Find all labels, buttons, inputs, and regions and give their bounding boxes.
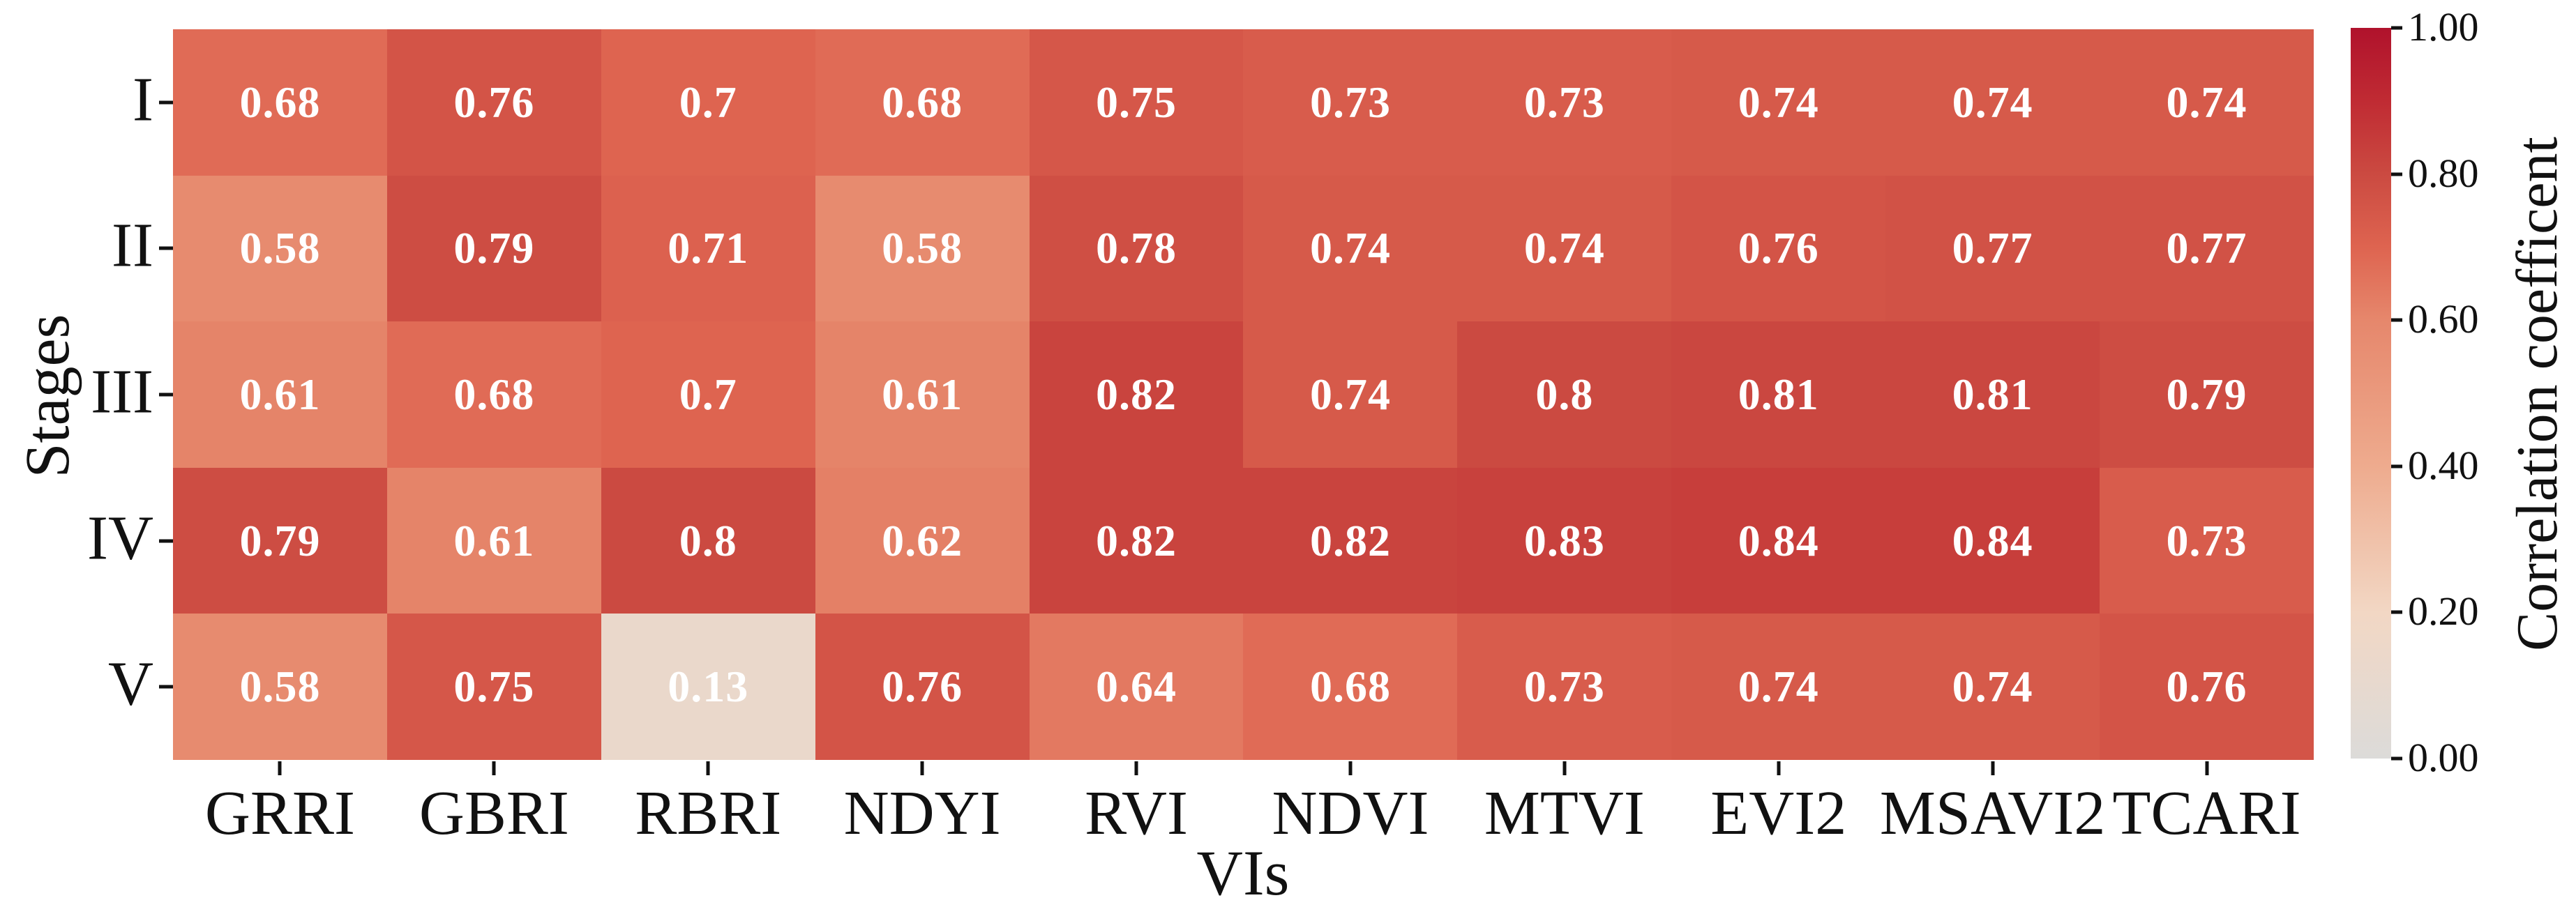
- colorbar-title: Correlation coefficent: [2505, 137, 2570, 651]
- x-tick-label: MSAVI2: [1879, 779, 2106, 848]
- x-tick-label: RBRI: [635, 779, 782, 848]
- heatmap-cell: 0.71: [601, 175, 815, 322]
- heatmap-cell: 0.74: [2100, 29, 2314, 176]
- x-tick-label: GBRI: [419, 779, 569, 848]
- heatmap-cell: 0.73: [1457, 614, 1672, 760]
- heatmap-cell: 0.62: [815, 467, 1030, 614]
- heatmap-cell: 0.61: [173, 321, 387, 468]
- heatmap-cell: 0.82: [1029, 321, 1244, 468]
- heatmap-cell: 0.73: [2100, 467, 2314, 614]
- heatmap-cell: 0.74: [1457, 175, 1672, 322]
- heatmap-cell: 0.61: [386, 467, 601, 614]
- y-tick-label: IV: [87, 503, 153, 572]
- heatmap-cell: 0.64: [1029, 614, 1244, 760]
- x-tick-label: NDYI: [843, 779, 1001, 848]
- x-tick-mark: [2205, 761, 2209, 775]
- heatmap-cell: 0.8: [601, 467, 815, 614]
- colorbar-tick-label: 0.80: [2408, 150, 2479, 196]
- x-tick-mark: [492, 761, 496, 775]
- colorbar-tick-label: 0.20: [2408, 588, 2479, 634]
- heatmap-cell: 0.79: [386, 175, 601, 322]
- heatmap-cell: 0.76: [2100, 614, 2314, 760]
- colorbar-tick-label: 0.40: [2408, 442, 2479, 488]
- x-tick-mark: [1134, 761, 1138, 775]
- heatmap-cell: 0.68: [173, 29, 387, 176]
- heatmap-cell: 0.79: [173, 467, 387, 614]
- y-tick-label: III: [91, 357, 153, 427]
- colorbar-tick-mark: [2391, 464, 2402, 469]
- y-tick-mark: [159, 100, 173, 105]
- heatmap-cell: 0.76: [815, 614, 1030, 760]
- heatmap-cell: 0.81: [1671, 321, 1886, 468]
- heatmap-cell: 0.8: [1457, 321, 1672, 468]
- heatmap-cell: 0.84: [1671, 467, 1886, 614]
- colorbar-tick-mark: [2391, 610, 2402, 614]
- heatmap-cell: 0.74: [1885, 614, 2100, 760]
- x-tick-mark: [1777, 761, 1781, 775]
- x-tick-mark: [706, 761, 710, 775]
- colorbar-tick-label: 1.00: [2408, 3, 2479, 49]
- heatmap-cell: 0.7: [601, 321, 815, 468]
- heatmap-cell: 0.76: [1671, 175, 1886, 322]
- heatmap-cell: 0.75: [386, 614, 601, 760]
- x-tick-label: TCARI: [2112, 779, 2301, 848]
- colorbar-tick-mark: [2391, 318, 2402, 322]
- x-axis-title: VIs: [1196, 837, 1290, 908]
- x-tick-label: RVI: [1085, 779, 1188, 848]
- y-tick-label: II: [112, 211, 153, 280]
- heatmap-cell: 0.76: [386, 29, 601, 176]
- x-tick-label: NDVI: [1272, 779, 1429, 848]
- heatmap-cell: 0.77: [2100, 175, 2314, 322]
- y-tick-mark: [159, 393, 173, 397]
- x-tick-label: GRRI: [204, 779, 355, 848]
- heatmap-cell: 0.83: [1457, 467, 1672, 614]
- y-tick-label: V: [108, 649, 153, 719]
- heatmap-cell: 0.81: [1885, 321, 2100, 468]
- y-tick-mark: [159, 246, 173, 250]
- heatmap-cell: 0.73: [1243, 29, 1458, 176]
- heatmap-cell: 0.13: [601, 614, 815, 760]
- heatmap-cell: 0.73: [1457, 29, 1672, 176]
- heatmap-cell: 0.7: [601, 29, 815, 176]
- colorbar-tick-label: 0.00: [2408, 734, 2479, 780]
- heatmap-cell: 0.82: [1243, 467, 1458, 614]
- x-tick-mark: [1348, 761, 1353, 775]
- x-tick-mark: [1991, 761, 1995, 775]
- heatmap-cell: 0.75: [1029, 29, 1244, 176]
- heatmap-cell: 0.74: [1671, 29, 1886, 176]
- heatmap-cell: 0.74: [1671, 614, 1886, 760]
- y-axis-title: Stages: [13, 314, 82, 478]
- x-tick-mark: [278, 761, 282, 775]
- heatmap-cell: 0.61: [815, 321, 1030, 468]
- heatmap-cell: 0.68: [815, 29, 1030, 176]
- x-tick-mark: [1562, 761, 1567, 775]
- colorbar-tick-mark: [2391, 26, 2402, 30]
- heatmap-cell: 0.74: [1885, 29, 2100, 176]
- heatmap-cell: 0.79: [2100, 321, 2314, 468]
- y-tick-mark: [159, 685, 173, 689]
- colorbar-tick-label: 0.60: [2408, 296, 2479, 342]
- x-tick-mark: [920, 761, 924, 775]
- heatmap-cell: 0.68: [386, 321, 601, 468]
- heatmap-cell: 0.78: [1029, 175, 1244, 322]
- colorbar-tick-mark: [2391, 756, 2402, 761]
- x-tick-label: EVI2: [1710, 779, 1847, 848]
- heatmap-cell: 0.58: [173, 175, 387, 322]
- y-tick-mark: [159, 539, 173, 543]
- heatmap-cell: 0.58: [815, 175, 1030, 322]
- heatmap-cell: 0.77: [1885, 175, 2100, 322]
- heatmap-cell: 0.74: [1243, 175, 1458, 322]
- heatmap-cell: 0.84: [1885, 467, 2100, 614]
- colorbar-tick-mark: [2391, 172, 2402, 176]
- colorbar-gradient: [2351, 28, 2391, 759]
- y-tick-label: I: [133, 65, 153, 135]
- heatmap-grid: 0.68 0.76 0.7 0.68 0.75 0.73 0.73 0.74 0.74 0.74 0…: [173, 29, 2314, 760]
- heatmap-cell: 0.68: [1243, 614, 1458, 760]
- x-tick-label: MTVI: [1484, 779, 1645, 848]
- heatmap-cell: 0.74: [1243, 321, 1458, 468]
- heatmap-cell: 0.58: [173, 614, 387, 760]
- heatmap-cell: 0.82: [1029, 467, 1244, 614]
